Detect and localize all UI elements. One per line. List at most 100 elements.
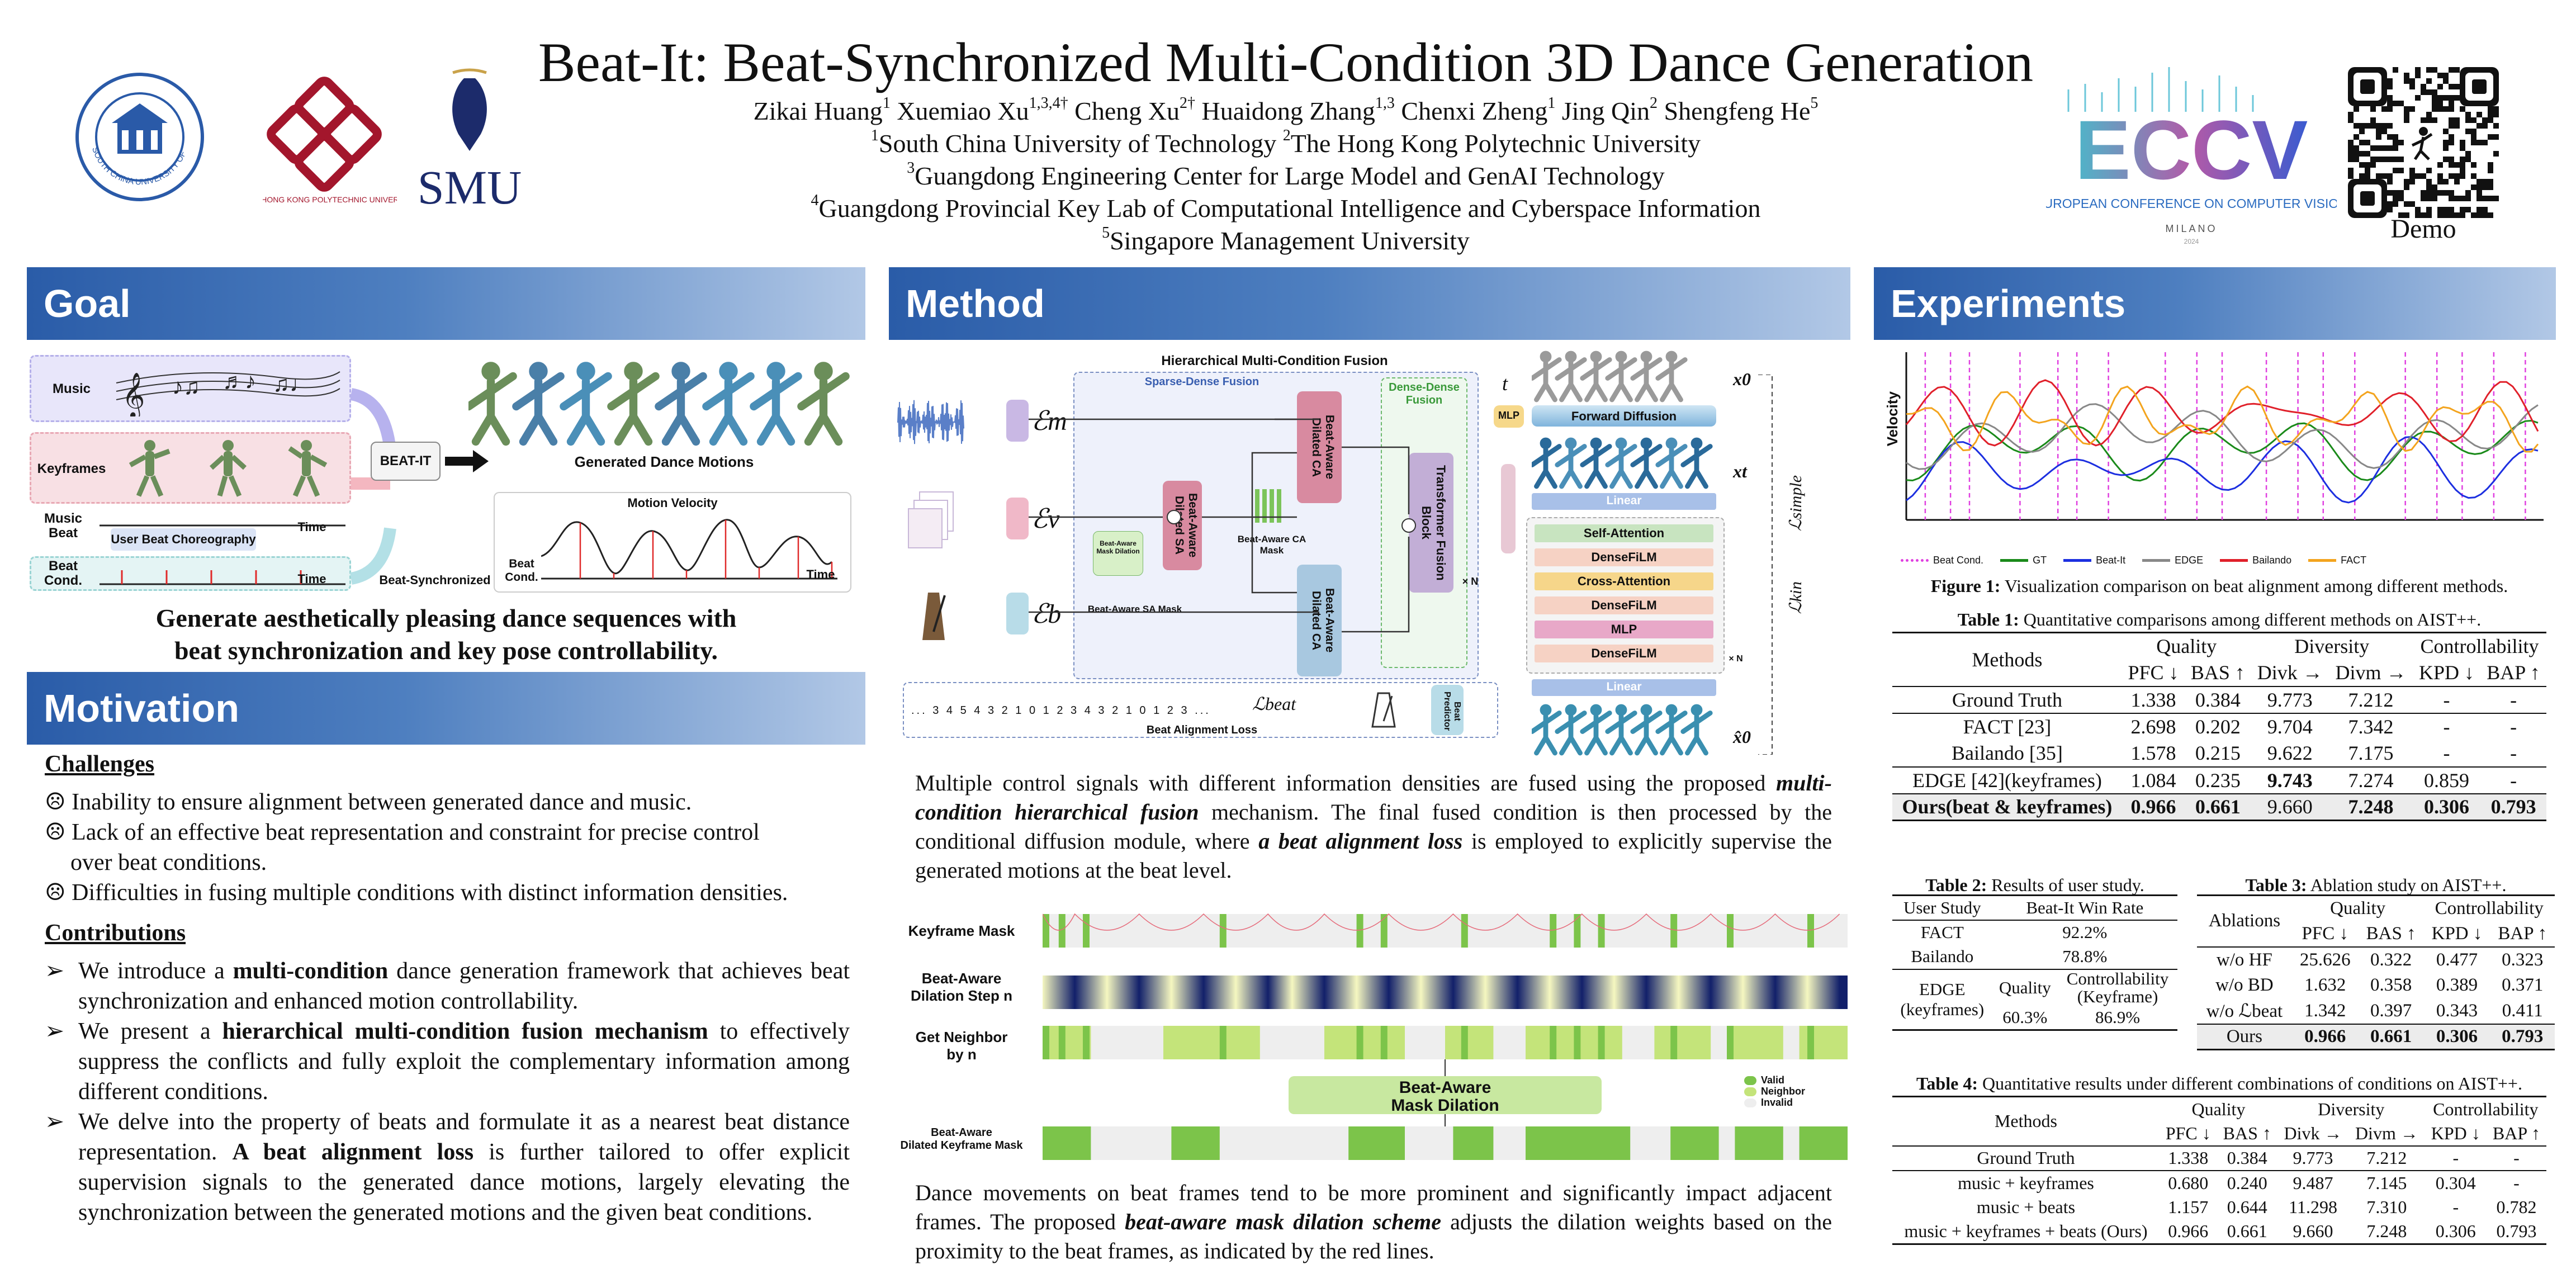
table-cell: Ground Truth <box>1952 688 2062 711</box>
table-cell: 0.384 <box>2227 1148 2267 1168</box>
dilated-mask-region <box>1735 1126 1783 1160</box>
ev-bar <box>1006 498 1029 539</box>
dancer-figure <box>1555 437 1587 489</box>
dilated-keyframe-mask-label: Beat-Aware Dilated Keyframe Mask <box>900 1126 1023 1152</box>
keyframe-mark <box>1356 914 1363 948</box>
dancer-figure <box>1605 704 1637 756</box>
sad-face-icon: ☹ <box>45 789 66 815</box>
loss-kin: ℒkin <box>1787 581 1805 614</box>
table-cell: - <box>2513 1148 2520 1168</box>
table-cell: 1.338 <box>2130 688 2176 711</box>
table-cell: - <box>2443 742 2450 764</box>
contribution-2: ➢ We present a hierarchical multi-conditi… <box>45 1016 850 1107</box>
keyframe-mark <box>1043 914 1049 948</box>
table-cell: 0.343 <box>2436 1000 2478 1021</box>
dancer-figure <box>1580 704 1612 756</box>
dancer-figure <box>1680 437 1713 489</box>
table-cell: Quality <box>2330 898 2386 918</box>
forward-diffusion-box <box>1532 405 1716 427</box>
neighbor-region <box>1654 1026 1711 1059</box>
table-cell: 0.306 <box>2424 795 2470 818</box>
dancer-figure <box>560 362 612 446</box>
legend-invalid-swatch <box>1744 1098 1756 1107</box>
table-cell: Ablations <box>2208 911 2281 931</box>
velocity-series-line <box>1906 435 2539 504</box>
table-cell: 0.202 <box>2195 716 2241 738</box>
table-cell: Quality <box>2156 635 2217 658</box>
affiliation-3: 3Guangdong Engineering Center for Large … <box>907 159 1665 191</box>
table-cell: FACT <box>1920 922 1964 942</box>
table-cell: Bailando <box>1911 946 1974 966</box>
dancer-figure <box>1680 704 1713 756</box>
method-description-2: Dance movements on beat frames tend to b… <box>915 1180 1832 1263</box>
table-cell: Controllability <box>2420 635 2539 658</box>
table-cell: Ours(beat & keyframes) <box>1902 795 2113 818</box>
author-name: Huaidong Zhang <box>1201 97 1375 125</box>
legend-item: Beat-It <box>2063 555 2125 566</box>
table-cell: 0.235 <box>2195 769 2241 792</box>
denoiser-layer: DenseFiLM <box>1535 596 1713 614</box>
svg-text:♪♫: ♪♫ <box>172 374 200 399</box>
legend-neighbor: Neighbor <box>1761 1086 1805 1097</box>
dancer-figure <box>512 362 565 446</box>
table-cell: 0.793 <box>2490 795 2536 818</box>
table-cell: Ground Truth <box>1977 1148 2075 1168</box>
table-cell: w/o BD <box>2215 975 2274 995</box>
table-cell: 9.660 <box>2267 795 2313 818</box>
dilated-mask-region <box>1453 1126 1494 1160</box>
dancer-figure <box>1532 437 1562 489</box>
dancer-figure <box>1580 437 1612 489</box>
table-cell: 1.338 <box>2168 1148 2209 1168</box>
keyframe-mark <box>1058 914 1066 948</box>
beat-predictor-label: Beat Predictor <box>1442 691 1462 731</box>
table-cell: 9.743 <box>2267 769 2313 792</box>
table-cell: 0.793 <box>2496 1221 2537 1242</box>
svg-text:THE HONG KONG POLYTECHNIC UNIV: THE HONG KONG POLYTECHNIC UNIVERSITY <box>263 195 397 204</box>
motion-velocity-label: Motion Velocity <box>627 496 718 510</box>
dancer-figure <box>1605 437 1637 489</box>
dancer-figure <box>1655 351 1688 402</box>
table-cell: Controllability <box>2433 1098 2539 1119</box>
ca-mask-matrix <box>1255 489 1281 523</box>
table-row: EDGE [42](keyframes) 1.084 0.235 9.743 7.274… <box>1892 767 2546 794</box>
dancer-figure <box>1580 351 1612 402</box>
table-cell: FACT [23] <box>1963 716 2052 738</box>
table-4-caption: Table 4: Quantitative results under diff… <box>1916 1073 2522 1093</box>
beat-synchronized-label: Beat-Synchronized <box>379 573 491 587</box>
table-cell: 60.3% <box>2002 1007 2048 1027</box>
mlp-label: MLP <box>1498 410 1519 421</box>
table-cell: 0.966 <box>2304 1026 2346 1046</box>
nearest-beat-sequence: ... 3 4 5 4 3 2 1 0 1 2 3 4 3 2 1 0 1 2 … <box>911 704 1211 717</box>
table-row: Ground Truth 1.338 0.384 9.773 7.212 - - <box>1892 1146 2546 1171</box>
challenge-2-cont: over beat conditions. <box>70 850 267 875</box>
table-row: w/o ℒbeat 1.342 0.397 0.343 0.411 <box>2197 998 2555 1024</box>
goal-figure: Music 𝄞 ♪♫ ♬♪ ♫♩ Keyframes Music Beat Time… <box>27 349 865 665</box>
fused-condition-bar <box>1501 464 1516 553</box>
author-name: Jing Qin <box>1561 97 1650 125</box>
table-cell: EDGE (keyframes) <box>1900 979 1985 1019</box>
dancer-figure <box>1555 704 1587 756</box>
nx-label-1: × N <box>1462 576 1479 587</box>
goal-tagline: Generate aesthetically pleasing dance se… <box>155 604 737 665</box>
table-cell: Bailando [35] <box>1951 742 2063 764</box>
legend-neighbor-swatch <box>1744 1087 1756 1096</box>
denoiser-layer: DenseFiLM <box>1535 645 1713 662</box>
table-cell: 1.578 <box>2130 742 2176 764</box>
sparse-dense-label: Sparse-Dense Fusion <box>1144 376 1259 388</box>
em-bar <box>1006 400 1029 442</box>
table-cell: 25.626 <box>2299 949 2351 970</box>
table-cell: music + keyframes <box>1958 1172 2094 1193</box>
table-cell: 7.145 <box>2366 1172 2407 1193</box>
demo-qr-code[interactable] <box>2348 67 2499 218</box>
table-2-caption: Table 2: Results of user study. <box>1925 875 2144 895</box>
neighbor-region <box>1445 1026 1494 1059</box>
motivation-content: Challenges ☹ Inability to ensure alignme… <box>45 749 850 1228</box>
music-notes-icon: 𝄞 ♪♫ ♬♪ ♫♩ <box>116 368 340 416</box>
svg-text:EUROPEAN CONFERENCE ON COMPUTE: EUROPEAN CONFERENCE ON COMPUTER VISION <box>2046 196 2337 211</box>
dancer-figure <box>1532 704 1562 756</box>
table-cell: 0.323 <box>2502 949 2544 970</box>
arrow-icon <box>445 450 489 472</box>
table-cell: Diversity <box>2294 635 2370 658</box>
sad-face-icon: ☹ <box>45 820 66 845</box>
author-list: Zikai Huang1 Xuemiao Xu1,3,4† Cheng Xu2†… <box>753 94 1819 126</box>
